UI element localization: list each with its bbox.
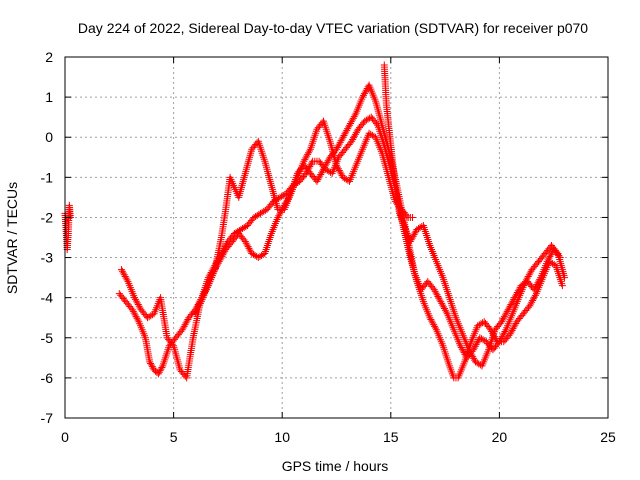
data-point-marker [351,111,359,119]
y-tick-label: -2 [41,209,54,225]
y-tick-label: -5 [41,330,54,346]
data-point-marker [536,275,544,283]
data-point-marker [479,319,487,327]
y-tick-label: -7 [41,410,54,426]
x-tick-label: 0 [61,429,69,445]
data-point-marker [555,252,563,260]
data-point-marker [147,361,155,369]
x-axis-ticks: 0 5 10 15 20 25 [61,57,616,445]
y-tick-label: -6 [41,370,54,386]
data-point-marker [158,363,166,371]
series-trace-early [61,201,74,254]
x-tick-label: 5 [170,429,178,445]
chart-title: Day 224 of 2022, Sidereal Day-to-day VTE… [78,20,588,36]
x-tick-label: 15 [383,429,399,445]
data-point-marker [558,282,566,290]
y-axis-label: SDTVAR / TECUs [4,182,20,294]
data-point-marker [556,254,564,262]
y-tick-label: -1 [41,169,54,185]
data-point-marker [442,308,450,316]
y-tick-label: 2 [45,49,53,65]
data-point-marker [308,159,316,167]
data-point-marker [531,291,539,299]
data-point-marker [157,365,165,373]
y-tick-label: 1 [45,89,53,105]
data-point-marker [306,147,314,155]
data-point-marker [522,279,530,287]
y-tick-label: 0 [45,129,53,145]
data-point-marker [148,363,156,371]
grid-lines [65,57,608,418]
series-trace-4 [380,61,564,370]
data-point-marker [155,368,163,376]
data-point-marker [203,283,211,291]
data-point-marker [431,324,439,332]
data-point-marker [134,316,142,324]
data-point-marker [366,114,374,122]
data-point-marker [409,213,417,221]
data-point-marker [156,367,164,375]
data-point-marker [123,276,131,284]
plot-frame [64,56,609,419]
x-axis-label: GPS time / hours [282,458,389,474]
data-point-marker [147,359,155,367]
data-point-marker [501,327,509,335]
x-tick-label: 20 [492,429,508,445]
data-point-marker [146,358,154,366]
y-tick-label: -4 [41,290,54,306]
data-point-marker [168,340,176,348]
data-point-marker [561,274,569,282]
x-tick-label: 10 [274,429,290,445]
x-tick-label: 25 [600,429,616,445]
data-point-marker [154,370,162,378]
y-tick-label: -3 [41,250,54,266]
y-axis-ticks: -7 -6 -5 -4 -3 -2 -1 0 1 2 [41,49,608,426]
data-points [61,61,569,382]
